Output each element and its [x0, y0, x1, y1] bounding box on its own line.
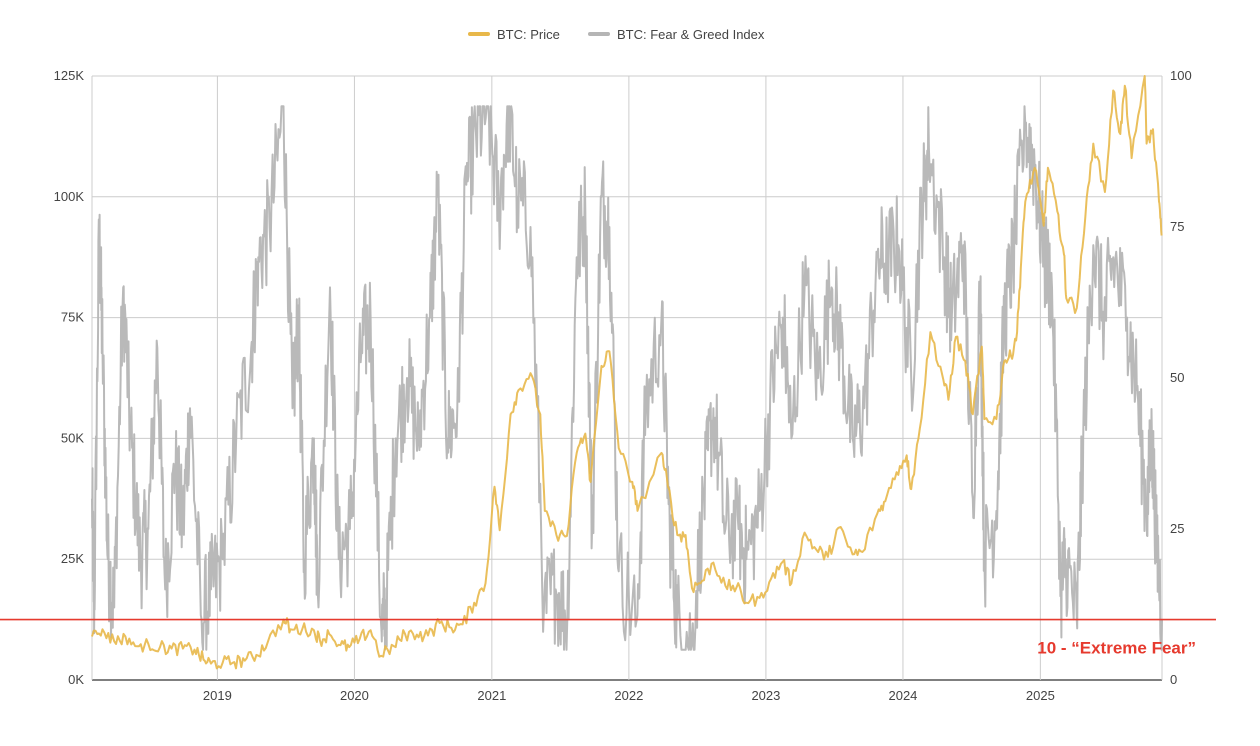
y-left-tick-label: 125K	[54, 68, 85, 83]
chart-legend: BTC: Price BTC: Fear & Greed Index	[468, 27, 765, 42]
y-right-tick-label: 0	[1170, 672, 1177, 687]
extreme-fear-reference-layer: 10 - “Extreme Fear”	[0, 618, 1216, 658]
x-tick-label: 2022	[614, 688, 643, 703]
y-right-tick-label: 100	[1170, 68, 1192, 83]
legend-item: BTC: Fear & Greed Index	[588, 27, 765, 42]
y-left-tick-label: 0K	[68, 672, 84, 687]
x-tick-label: 2024	[888, 688, 917, 703]
x-tick-label: 2025	[1026, 688, 1055, 703]
fear-greed-line	[91, 105, 1163, 651]
fear-greed-series-layer	[91, 105, 1163, 651]
y-right-tick-label: 75	[1170, 219, 1184, 234]
x-tick-label: 2023	[751, 688, 780, 703]
legend-label: BTC: Fear & Greed Index	[617, 27, 765, 42]
legend-label: BTC: Price	[497, 27, 560, 42]
price-series-layer	[91, 75, 1163, 670]
y-left-tick-label: 50K	[61, 430, 84, 445]
y-right-tick-label: 25	[1170, 521, 1184, 536]
x-tick-label: 2019	[203, 688, 232, 703]
chart-axes: 0K 25K 50K 75K 100K 125K 0 25 50 75 100 2019 2020 202…	[54, 68, 1192, 703]
price-line	[91, 75, 1163, 670]
x-tick-label: 2020	[340, 688, 369, 703]
y-left-tick-label: 75K	[61, 310, 84, 325]
y-right-tick-label: 50	[1170, 370, 1184, 385]
y-left-tick-label: 100K	[54, 189, 85, 204]
y-left-tick-label: 25K	[61, 551, 84, 566]
x-tick-label: 2021	[477, 688, 506, 703]
legend-item: BTC: Price	[468, 27, 560, 42]
extreme-fear-label: 10 - “Extreme Fear”	[1037, 639, 1196, 658]
